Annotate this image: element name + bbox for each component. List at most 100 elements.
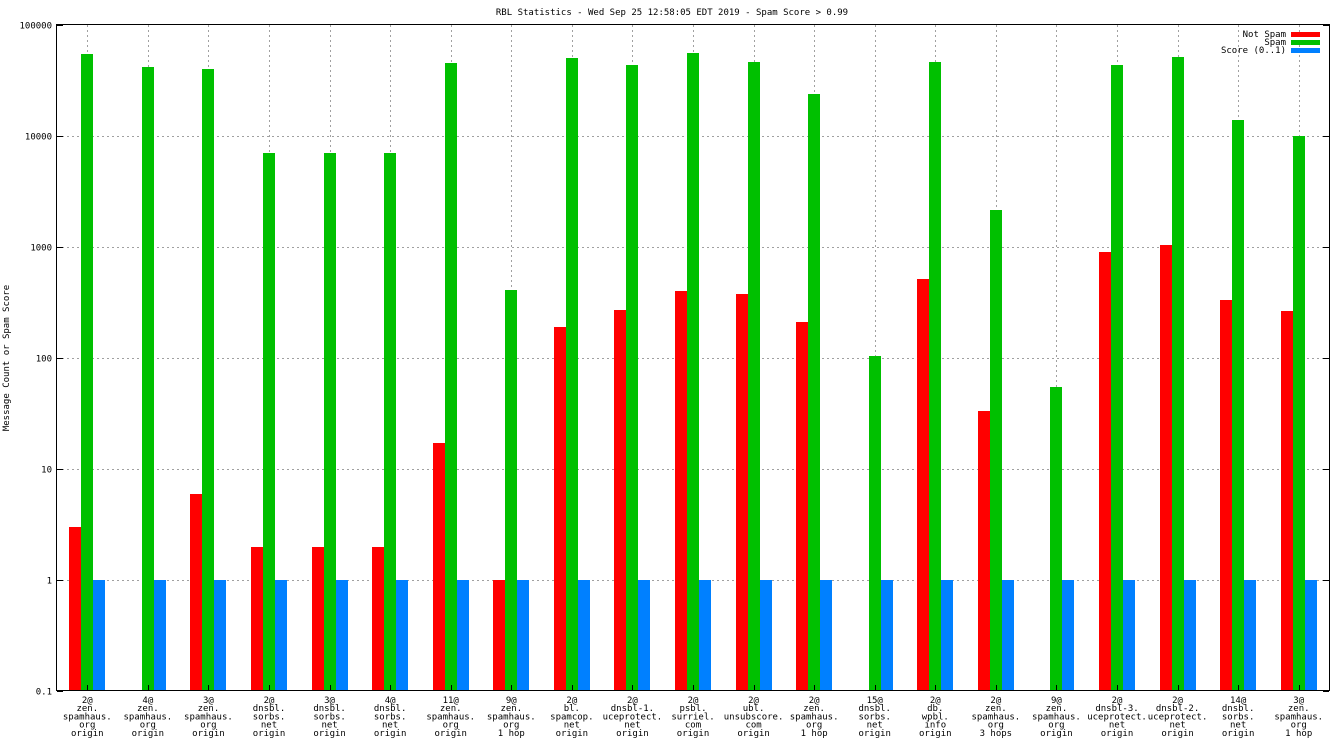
x-tick-label: 3@ zen. spamhaus. org origin [184,696,233,739]
x-tick-label: 2@ db. wpbl. info origin [919,696,952,739]
bar-score-0-1 [275,580,287,691]
bar-score-0-1 [154,580,166,691]
x-tick-label: 2@ bl. spamcop. net origin [550,696,593,739]
bar-not-spam [251,547,263,691]
bar-score-0-1 [881,580,893,691]
bar-spam [1232,120,1244,691]
legend-label: Spam [1264,38,1286,48]
bar-spam [324,153,336,691]
legend-swatch [1291,40,1320,45]
x-tick-label: 4@ dnsbl. sorbs. net origin [374,696,407,739]
x-tick-label: 3@ dnsbl. sorbs. net origin [313,696,346,739]
bar-not-spam [917,279,929,691]
bar-score-0-1 [1062,580,1074,691]
bar-score-0-1 [1305,580,1317,691]
bar-not-spam [554,327,566,691]
bar-spam [626,65,638,691]
bar-score-0-1 [941,580,953,691]
bar-score-0-1 [1184,580,1196,691]
bar-score-0-1 [760,580,772,691]
x-tick-label: 2@ zen. spamhaus. org origin [63,696,112,739]
bar-spam [1111,65,1123,691]
bar-spam [81,54,93,691]
bar-score-0-1 [1002,580,1014,691]
bar-score-0-1 [1244,580,1256,691]
bar-not-spam [796,322,808,691]
plot-frame [56,24,1330,691]
bar-score-0-1 [396,580,408,691]
bar-spam [990,210,1002,691]
y-tick-label: 100000 [19,22,52,32]
bar-spam [687,53,699,691]
x-tick-label: 14@ dnsbl. sorbs. net origin [1222,696,1255,739]
x-tick-label: 2@ zen. spamhaus. org 3 hops [971,696,1020,739]
bar-not-spam [614,310,626,691]
bar-score-0-1 [578,580,590,691]
bar-not-spam [190,494,202,691]
x-tick-label: 2@ psbl. surriel. com origin [671,696,714,739]
bar-not-spam [312,547,324,691]
bar-not-spam [736,294,748,691]
bar-score-0-1 [93,580,105,691]
x-tick-label: 9@ zen. spamhaus. org origin [1032,696,1081,739]
bar-not-spam [372,547,384,691]
bar-not-spam [493,580,505,691]
x-tick-label: 11@ zen. spamhaus. org origin [426,696,475,739]
y-axis: 0.1 1 10 100 1000 10000 100000 [19,22,1329,698]
bar-not-spam [433,443,445,691]
bar-score-0-1 [517,580,529,691]
y-tick-label: 10000 [25,133,52,143]
bar-score-0-1 [457,580,469,691]
x-tick-label: 9@ zen. spamhaus. org 1 hop [487,696,536,739]
bar-spam [384,153,396,691]
bar-not-spam [675,291,687,691]
bar-not-spam [1220,300,1232,691]
bar-not-spam [1099,252,1111,691]
bar-not-spam [978,411,990,691]
bar-spam [1050,387,1062,691]
x-tick-label: 3@ zen. spamhaus. org 1 hop [1274,696,1323,739]
bar-spam [1172,57,1184,691]
bar-spam [263,153,275,691]
y-tick-label: 0.1 [36,688,52,698]
bar-spam [566,58,578,691]
chart-title: RBL Statistics - Wed Sep 25 12:58:05 EDT… [496,8,848,18]
y-tick-label: 1000 [30,244,52,254]
bar-spam [1293,136,1305,691]
bar-spam [929,62,941,691]
bar-score-0-1 [820,580,832,691]
bar-spam [505,290,517,691]
x-tick-label: 2@ dnsbl-1. uceprotect. net origin [603,696,663,739]
x-tick-label: 2@ ubl. unsubscore. com origin [724,696,784,739]
x-tick-label: 2@ dnsbl-2. uceprotect. net origin [1148,696,1208,739]
bars [69,53,1317,691]
legend-swatch [1291,48,1320,53]
x-tick-label: 4@ zen. spamhaus. org origin [123,696,172,739]
bar-not-spam [1281,311,1293,691]
bar-score-0-1 [1123,580,1135,691]
bar-spam [808,94,820,691]
y-axis-label: Message Count or Spam Score [2,285,12,431]
bar-score-0-1 [214,580,226,691]
bar-score-0-1 [336,580,348,691]
bar-not-spam [1160,245,1172,691]
legend-swatch [1291,32,1320,37]
y-tick-label: 10 [41,466,52,476]
y-tick-label: 1 [47,577,52,587]
legend-label: Score (0..1) [1221,46,1286,56]
x-axis: 2@ zen. spamhaus. org origin 4@ zen. spamhaus. o… [63,696,1323,739]
bar-spam [202,69,214,691]
x-tick-label: 2@ dnsbl. sorbs. net origin [253,696,286,739]
bar-spam [142,67,154,691]
bar-not-spam [69,527,81,691]
bar-spam [445,63,457,691]
y-tick-label: 100 [36,355,52,365]
bar-spam [748,62,760,691]
x-tick-label: 15@ dnsbl. sorbs. net origin [858,696,891,739]
bar-spam [869,356,881,691]
x-tick-label: 2@ dnsbl-3. uceprotect. net origin [1087,696,1147,739]
legend-label: Not Spam [1243,30,1286,40]
x-tick-label: 2@ zen. spamhaus. org 1 hop [790,696,839,739]
